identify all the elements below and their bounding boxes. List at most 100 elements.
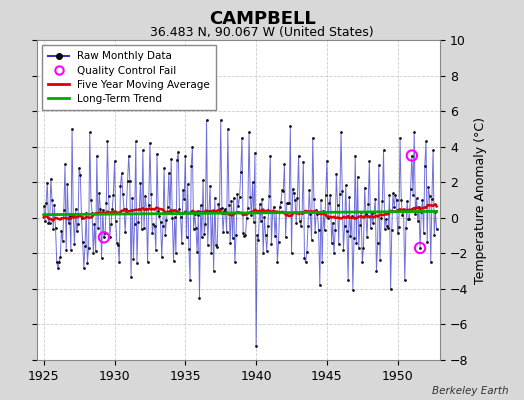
- Point: [95, 190, 103, 196]
- Point: [333, 202, 342, 209]
- Point: [87, 197, 95, 204]
- Point: [276, 204, 284, 210]
- Point: [183, 181, 192, 187]
- Point: [175, 206, 183, 213]
- Five Year Moving Average: [50, 218, 57, 223]
- Point: [116, 182, 125, 189]
- Point: [414, 203, 423, 210]
- Five Year Moving Average: [433, 204, 440, 209]
- Point: [233, 190, 242, 197]
- Point: [377, 215, 385, 221]
- Point: [315, 282, 324, 288]
- Point: [289, 186, 297, 192]
- Point: [57, 227, 66, 234]
- Point: [217, 205, 226, 211]
- Point: [314, 227, 323, 233]
- Point: [259, 250, 267, 256]
- Point: [45, 220, 53, 226]
- Point: [419, 230, 428, 236]
- Point: [338, 188, 346, 194]
- Point: [51, 225, 60, 232]
- Point: [227, 198, 235, 204]
- Point: [115, 259, 124, 266]
- Point: [92, 248, 100, 255]
- Point: [66, 213, 74, 219]
- Point: [383, 222, 391, 229]
- Point: [134, 219, 143, 225]
- Point: [232, 232, 240, 238]
- Point: [127, 274, 135, 281]
- Raw Monthly Data: [253, 343, 259, 348]
- Point: [129, 256, 138, 262]
- Raw Monthly Data: [190, 227, 196, 232]
- Point: [272, 209, 280, 215]
- Point: [222, 229, 231, 236]
- Point: [82, 209, 91, 216]
- Point: [210, 268, 218, 274]
- Point: [69, 212, 78, 218]
- Point: [172, 250, 180, 256]
- Line: Five Year Moving Average: Five Year Moving Average: [44, 204, 436, 221]
- Five Year Moving Average: [432, 202, 439, 207]
- Long-Term Trend: [377, 210, 383, 214]
- Point: [409, 192, 417, 198]
- Point: [215, 206, 224, 212]
- Point: [140, 225, 148, 232]
- Point: [126, 178, 134, 184]
- Point: [407, 186, 415, 192]
- Point: [404, 216, 412, 222]
- Point: [294, 152, 303, 159]
- Point: [292, 219, 300, 226]
- Point: [391, 192, 399, 199]
- Point: [297, 223, 305, 230]
- Point: [430, 231, 439, 238]
- Point: [405, 216, 413, 222]
- Point: [97, 255, 106, 261]
- Point: [389, 190, 397, 197]
- Point: [286, 123, 294, 130]
- Point: [258, 196, 266, 202]
- Five Year Moving Average: [378, 212, 384, 217]
- Point: [62, 247, 70, 253]
- Point: [150, 222, 159, 229]
- Point: [107, 221, 115, 228]
- Point: [219, 228, 227, 235]
- Point: [201, 220, 210, 227]
- Point: [85, 129, 94, 136]
- Five Year Moving Average: [297, 211, 303, 216]
- Point: [78, 214, 86, 221]
- Point: [226, 240, 234, 247]
- Point: [385, 192, 394, 198]
- Point: [60, 207, 68, 214]
- Point: [329, 220, 337, 226]
- Point: [418, 197, 427, 204]
- Point: [431, 209, 440, 215]
- Point: [163, 204, 172, 210]
- Point: [40, 203, 48, 210]
- Point: [306, 210, 314, 217]
- Point: [178, 240, 186, 247]
- Point: [156, 219, 165, 225]
- Point: [346, 233, 355, 239]
- Point: [101, 230, 110, 236]
- Point: [231, 259, 239, 266]
- Point: [74, 221, 82, 227]
- Point: [108, 206, 116, 213]
- Point: [429, 147, 437, 154]
- Point: [207, 250, 215, 256]
- Point: [213, 243, 221, 250]
- Point: [273, 259, 281, 266]
- Point: [187, 162, 195, 169]
- Point: [254, 237, 263, 244]
- Point: [63, 180, 72, 187]
- Point: [148, 230, 157, 236]
- Point: [365, 158, 374, 164]
- Raw Monthly Data: [261, 215, 268, 220]
- Point: [142, 206, 150, 212]
- Point: [378, 198, 387, 204]
- Point: [117, 170, 126, 176]
- Point: [52, 259, 61, 266]
- Point: [399, 208, 408, 215]
- Point: [311, 229, 319, 235]
- Five Year Moving Average: [123, 209, 129, 214]
